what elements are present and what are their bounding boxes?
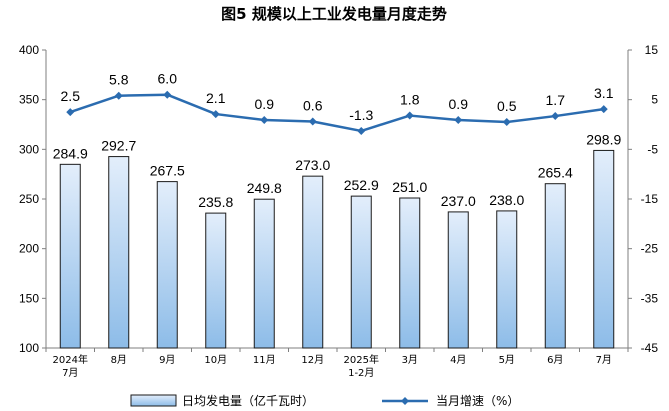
line-point [357,126,366,135]
line-point [599,105,608,114]
bar [156,181,178,349]
axes: 100 150 200 250 300 350 400 -45 -35 -25 -15 -5 5 15 20… [19,43,658,379]
x-tick-label: 6月 [547,354,563,366]
bar [253,198,275,349]
bar-value-label: 273.0 [295,157,330,173]
bar-value-label: 235.8 [198,194,233,210]
chart-title: 图5 规模以上工业发电量月度走势 [221,5,447,23]
legend-line-marker [401,397,409,405]
line-value-label: -1.3 [349,107,373,123]
bar-value-label: 267.5 [150,163,185,179]
bar-value-label: 238.0 [489,192,524,208]
legend-bar-swatch [130,394,177,407]
bar [399,197,421,349]
legend: 日均发电量（亿千瓦时） 当月增速（%） [130,393,519,408]
line-value-label: 0.6 [303,98,323,114]
line-point [454,116,463,125]
y-right-tick-label: 5 [651,93,658,107]
y-right-tick-label: -45 [641,341,659,355]
line-value-label: 2.5 [61,88,81,104]
legend-bar-label: 日均发电量（亿千瓦时） [182,393,314,408]
line-value-label: 6.0 [158,71,178,87]
bar-value-label: 237.0 [441,193,476,209]
x-tick-label: 5月 [499,354,515,366]
line-value-label: 0.9 [255,96,275,112]
line-value-label: 5.8 [109,72,129,88]
x-tick-label: 7月 [596,354,612,366]
y-left-tick-label: 100 [19,341,39,355]
bar [302,175,324,349]
y-right-tick-label: -15 [641,192,659,206]
x-tick-label: 3月 [402,354,418,366]
bar [544,183,566,349]
y-left-tick-label: 350 [19,93,39,107]
line-point [502,118,511,127]
line-path [69,93,604,133]
bar-series [59,149,615,349]
y-right-tick-label: 15 [645,43,659,57]
x-tick-label: 8月 [111,354,127,366]
bar-value-label: 284.9 [53,145,88,161]
x-tick-label: 7月 [62,367,78,379]
bar-value-label: 292.7 [101,138,136,154]
data-labels: 284.9 292.7 267.5 235.8 249.8 273.0 252.9 251.0… [53,71,622,210]
x-tick-label: 2025年 [344,353,379,366]
line-value-label: 2.1 [206,90,226,106]
line-value-label: 3.1 [594,85,614,101]
bar [496,210,518,349]
x-tick-label: 2024年 [53,353,88,366]
y-left-tick-label: 400 [19,43,39,57]
x-tick-label: 11月 [253,354,276,366]
line-value-label: 0.5 [497,98,517,114]
y-left-tick-label: 150 [19,291,39,305]
x-tick-label: 12月 [301,354,324,366]
x-tick-label: 10月 [204,354,227,366]
line-point [405,111,414,120]
y-left-tick-label: 300 [19,142,39,156]
bar-value-label: 265.4 [538,165,573,181]
legend-line-label: 当月增速（%） [436,394,519,408]
line-point [114,91,123,100]
bar-value-label: 249.8 [247,180,282,196]
bar [350,195,372,349]
line-point [211,110,220,119]
bar [593,149,615,349]
line-point [308,117,317,126]
line-value-label: 1.7 [546,92,566,108]
bar [205,212,227,349]
line-point [260,116,269,125]
line-point [551,112,560,121]
line-value-label: 0.9 [449,96,469,112]
bar-value-label: 298.9 [586,131,621,147]
bar [59,163,81,349]
x-tick-label: 1-2月 [348,367,374,379]
y-left-tick-label: 250 [19,192,39,206]
y-right-tick-label: -35 [641,291,659,305]
line-series [66,90,608,135]
bar-value-label: 252.9 [344,177,379,193]
bar-value-label: 251.0 [392,179,427,195]
bar [108,156,130,349]
bar [447,211,469,349]
y-left-tick-label: 200 [19,242,39,256]
line-point [66,108,75,117]
x-tick-label: 4月 [450,354,466,366]
y-right-tick-label: -25 [641,242,659,256]
line-value-label: 1.8 [400,92,420,108]
x-tick-label: 9月 [159,354,175,366]
line-point [163,90,172,99]
y-right-tick-label: -5 [647,142,658,156]
